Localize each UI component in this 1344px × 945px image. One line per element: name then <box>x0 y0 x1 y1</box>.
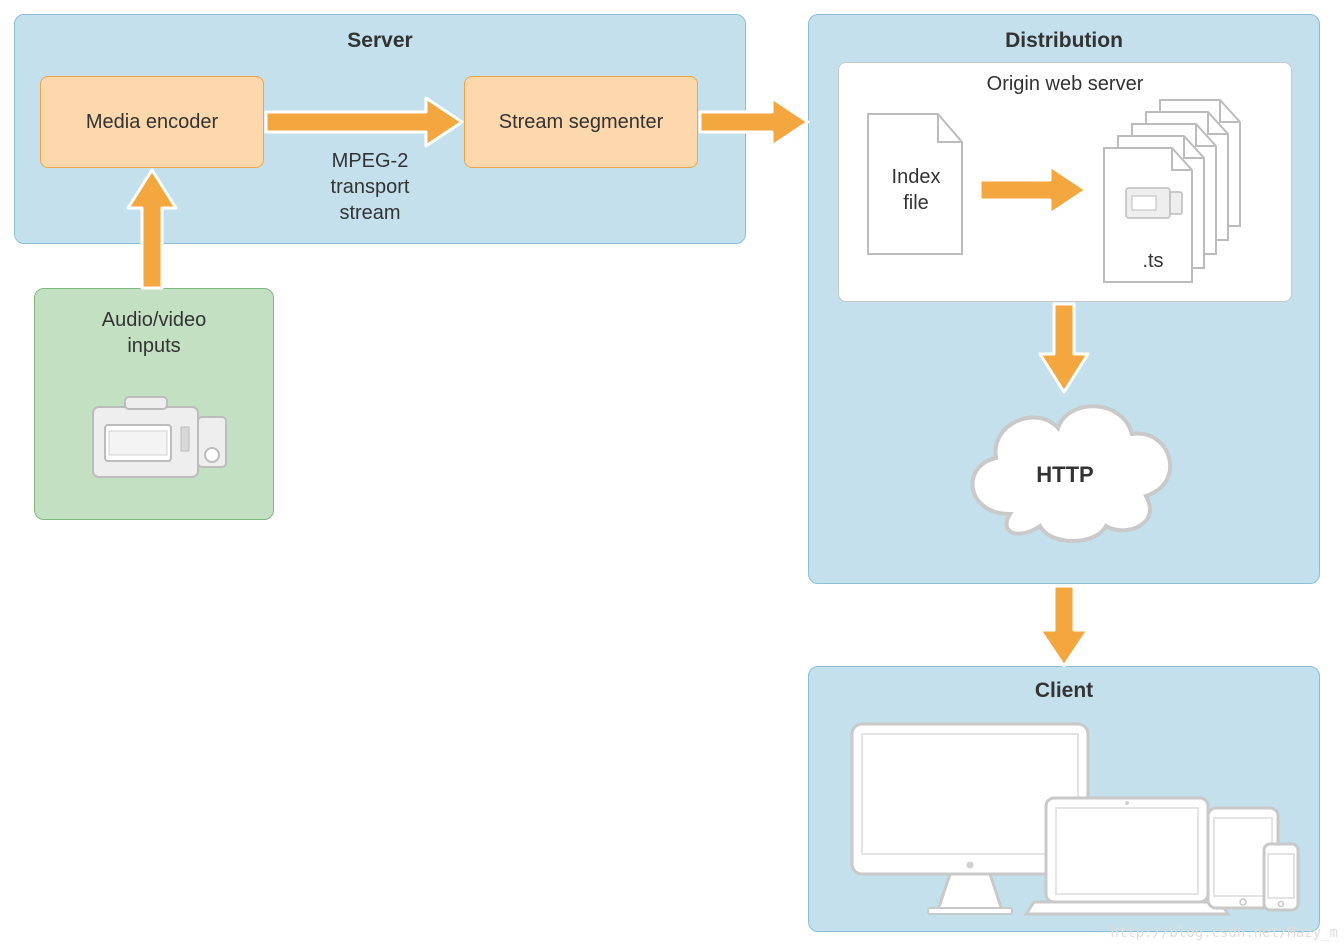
transport-stream-label: MPEG-2 transport stream <box>290 148 450 226</box>
media-encoder-label: Media encoder <box>86 111 218 134</box>
camera-icon <box>83 387 233 497</box>
media-encoder-node: Media encoder <box>40 76 264 168</box>
arrow-distribution-to-client <box>1040 586 1088 666</box>
server-title: Server <box>15 29 745 53</box>
audio-video-label: Audio/video inputs <box>35 307 273 359</box>
distribution-title: Distribution <box>809 29 1319 53</box>
watermark: http://blog.csdn.net/Mazy_m <box>1110 925 1338 941</box>
ts-label: .ts <box>1128 250 1178 273</box>
stream-segmenter-node: Stream segmenter <box>464 76 698 168</box>
ts-files-icon <box>1090 96 1290 286</box>
client-title: Client <box>809 679 1319 703</box>
client-devices-icon <box>832 716 1302 926</box>
stream-segmenter-label: Stream segmenter <box>499 111 664 134</box>
http-label: HTTP <box>1000 462 1130 488</box>
origin-server-label: Origin web server <box>839 73 1291 96</box>
index-file-label: Index file <box>866 164 966 216</box>
audio-video-panel: Audio/video inputs <box>34 288 274 520</box>
